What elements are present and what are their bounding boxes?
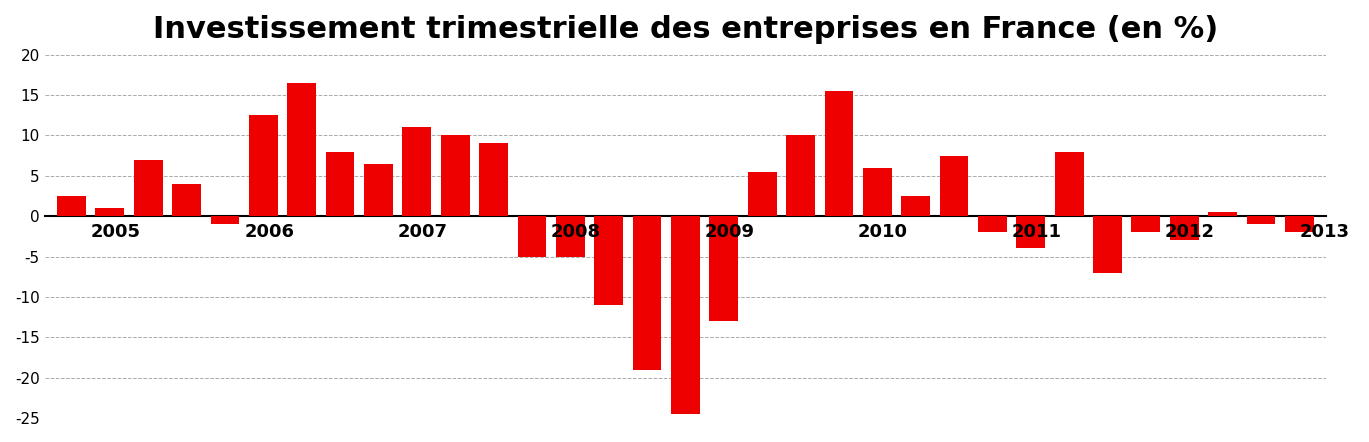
Bar: [479, 144, 508, 216]
Bar: [1209, 212, 1238, 216]
Bar: [594, 216, 623, 305]
Bar: [211, 216, 240, 224]
Bar: [1170, 216, 1199, 240]
Bar: [249, 115, 278, 216]
Bar: [632, 216, 661, 370]
Bar: [939, 156, 968, 216]
Title: Investissement trimestrielle des entreprises en France (en %): Investissement trimestrielle des entrepr…: [153, 15, 1218, 44]
Bar: [364, 164, 393, 216]
Text: 2007: 2007: [397, 223, 448, 240]
Bar: [977, 216, 1006, 232]
Bar: [57, 196, 86, 216]
Bar: [1016, 216, 1045, 248]
Text: 2009: 2009: [705, 223, 754, 240]
Bar: [1092, 216, 1123, 273]
Bar: [671, 216, 700, 414]
Bar: [517, 216, 546, 256]
Bar: [862, 168, 891, 216]
Text: 2012: 2012: [1165, 223, 1216, 240]
Bar: [824, 91, 853, 216]
Bar: [287, 83, 316, 216]
Text: 2008: 2008: [552, 223, 601, 240]
Bar: [556, 216, 585, 256]
Bar: [441, 135, 470, 216]
Bar: [747, 172, 776, 216]
Bar: [1132, 216, 1161, 232]
Bar: [709, 216, 738, 321]
Bar: [1054, 152, 1083, 216]
Text: 2010: 2010: [858, 223, 908, 240]
Bar: [172, 184, 201, 216]
Bar: [402, 127, 431, 216]
Text: 2005: 2005: [90, 223, 141, 240]
Bar: [901, 196, 930, 216]
Bar: [326, 152, 355, 216]
Text: 2013: 2013: [1299, 223, 1350, 240]
Text: 2011: 2011: [1012, 223, 1061, 240]
Text: 2006: 2006: [244, 223, 294, 240]
Bar: [96, 208, 125, 216]
Bar: [1247, 216, 1276, 224]
Bar: [134, 160, 163, 216]
Bar: [786, 135, 815, 216]
Bar: [1285, 216, 1314, 232]
